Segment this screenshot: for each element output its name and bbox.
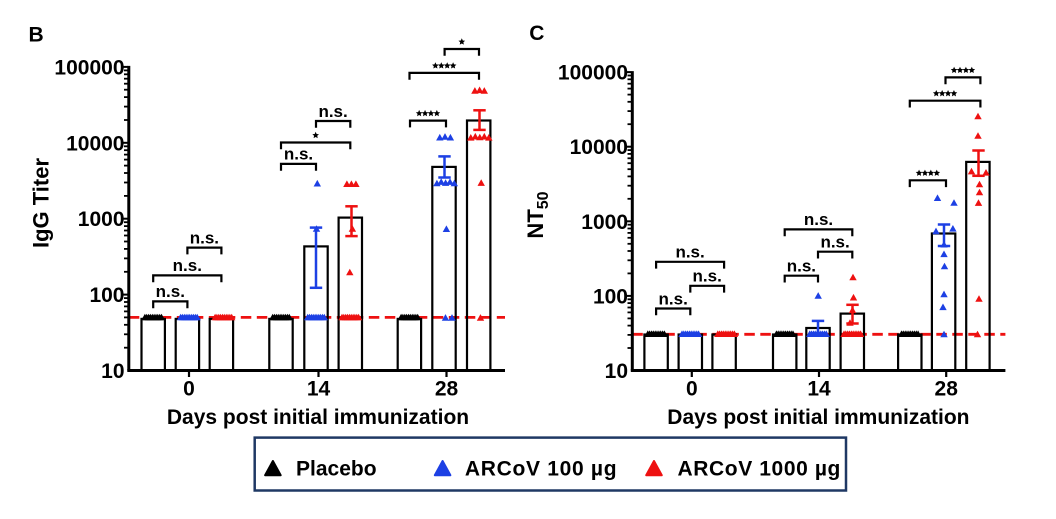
svg-text:28: 28 [935, 378, 959, 401]
svg-text:n.s.: n.s. [173, 256, 202, 275]
svg-text:14: 14 [307, 378, 331, 401]
svg-text:Days post initial immunization: Days post initial immunization [167, 406, 469, 429]
svg-text:14: 14 [807, 378, 831, 401]
svg-text:10: 10 [101, 360, 124, 383]
svg-text:1000: 1000 [581, 211, 628, 234]
svg-text:Days post initial immunization: Days post initial immunization [667, 406, 969, 429]
svg-text:n.s.: n.s. [787, 257, 816, 276]
svg-text:100000: 100000 [558, 62, 628, 85]
svg-text:Placebo: Placebo [296, 458, 377, 481]
svg-text:100: 100 [89, 284, 124, 307]
svg-text:n.s.: n.s. [190, 228, 219, 247]
svg-text:n.s.: n.s. [156, 282, 185, 301]
svg-text:B: B [29, 24, 44, 47]
svg-text:C: C [529, 22, 544, 45]
svg-text:ARCoV 1000 µg: ARCoV 1000 µg [678, 458, 841, 481]
svg-text:ARCoV 100 µg: ARCoV 100 µg [465, 458, 617, 481]
svg-text:n.s.: n.s. [318, 102, 347, 121]
svg-text:0: 0 [686, 378, 698, 401]
svg-text:n.s.: n.s. [675, 243, 704, 262]
svg-text:100000: 100000 [54, 56, 124, 79]
svg-text:10000: 10000 [570, 136, 628, 159]
svg-text:n.s.: n.s. [284, 145, 313, 164]
svg-text:10000: 10000 [66, 132, 124, 155]
svg-text:n.s.: n.s. [693, 267, 722, 286]
svg-text:n.s.: n.s. [820, 233, 849, 252]
svg-text:10: 10 [605, 360, 628, 383]
svg-text:n.s.: n.s. [804, 210, 833, 229]
svg-text:100: 100 [593, 285, 628, 308]
svg-text:1000: 1000 [78, 208, 125, 231]
svg-text:28: 28 [435, 378, 459, 401]
svg-text:IgG Titer: IgG Titer [29, 158, 54, 248]
svg-text:0: 0 [183, 378, 195, 401]
svg-text:n.s.: n.s. [659, 289, 688, 308]
